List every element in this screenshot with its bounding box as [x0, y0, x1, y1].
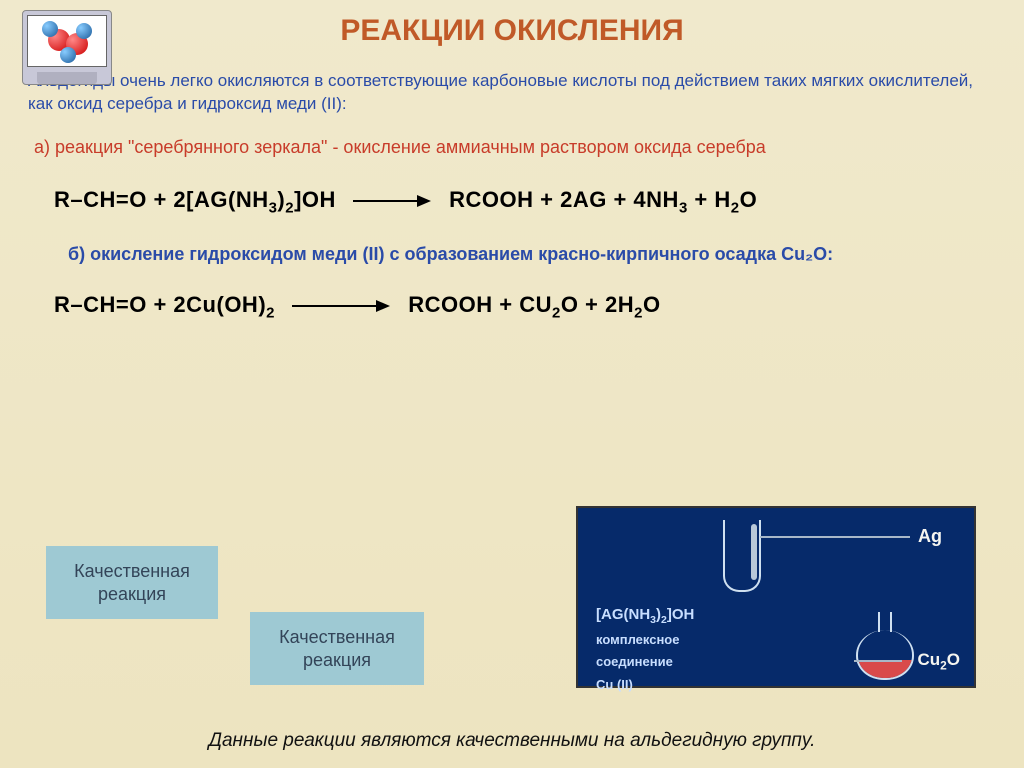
arrow-icon — [292, 301, 392, 311]
eq-b-r3: O + 2H — [561, 292, 634, 317]
eq-a-l4: 2 — [285, 200, 294, 217]
box2-text: Качественная реакция — [279, 627, 395, 670]
silver-mirror — [751, 524, 757, 580]
eq-a-r3: + H — [688, 187, 731, 212]
eq-b-l1: R–CH=O + 2Cu(OH) — [54, 292, 266, 317]
qualitative-box-2: Качественная реакция — [250, 612, 424, 685]
cl-1: [AG(NH — [596, 606, 650, 623]
eq-a-r1: RCOOH + 2AG + 4NH — [449, 187, 679, 212]
cu2o-label: Cu2O — [917, 650, 960, 672]
test-tube — [723, 520, 761, 592]
eq-b-l2: 2 — [266, 304, 275, 321]
qualitative-box-1: Качественная реакция — [46, 546, 218, 619]
intro-text: Альдегиды очень легко окисляются в соотв… — [28, 70, 1000, 116]
molecule-icon — [42, 21, 92, 61]
equation-a: R–CH=O + 2[AG(NH3)2]OH RCOOH + 2AG + 4NH… — [54, 187, 1000, 216]
cl-2b: соединение — [596, 654, 673, 669]
cl-1e: ]OH — [667, 606, 695, 623]
cu-3: O — [947, 650, 960, 669]
complex-label: [AG(NH3)2]OH комплексное соединение Cu (… — [596, 604, 694, 696]
footer-text: Данные реакции являются качественными на… — [0, 730, 1024, 752]
eq-b-r2: 2 — [552, 304, 561, 321]
ag-label: Ag — [918, 526, 942, 547]
reaction-diagram: Ag [AG(NH3)2]OH комплексное соединение C… — [576, 506, 976, 688]
slide-title: РЕАКЦИИ ОКИСЛЕНИЯ — [24, 8, 1000, 48]
cu-2: 2 — [940, 658, 947, 672]
section-b-heading: б) окисление гидроксидом меди (II) с обр… — [68, 243, 1000, 266]
equation-b: R–CH=O + 2Cu(OH)2 RCOOH + CU2O + 2H2O — [54, 292, 1000, 321]
cl-2a: комплексное — [596, 632, 679, 647]
cl-3a: Cu (II) — [596, 677, 633, 692]
eq-a-right: RCOOH + 2AG + 4NH3 + H2O — [449, 187, 757, 212]
arrow-icon — [353, 196, 433, 206]
eq-a-r5: O — [740, 187, 758, 212]
section-a-heading: а) реакция "серебрянного зеркала" - окис… — [34, 136, 1000, 159]
monitor-screen — [27, 15, 107, 67]
eq-b-r5: O — [643, 292, 661, 317]
slide: РЕАКЦИИ ОКИСЛЕНИЯ Альдегиды очень легко … — [0, 0, 1024, 768]
eq-a-r4: 2 — [731, 200, 740, 217]
cu-1: Cu — [917, 650, 940, 669]
eq-a-r2: 3 — [679, 200, 688, 217]
eq-b-r4: 2 — [634, 304, 643, 321]
eq-a-l1: R–CH=O + 2[AG(NH — [54, 187, 269, 212]
computer-icon — [22, 10, 112, 85]
box1-text: Качественная реакция — [74, 561, 190, 604]
flask-liquid — [858, 660, 912, 678]
cu2o-pointer — [854, 660, 902, 662]
ag-pointer — [760, 536, 910, 538]
eq-b-left: R–CH=O + 2Cu(OH)2 — [54, 292, 282, 317]
eq-b-r1: RCOOH + CU — [408, 292, 552, 317]
eq-b-right: RCOOH + CU2O + 2H2O — [408, 292, 660, 317]
eq-a-left: R–CH=O + 2[AG(NH3)2]OH — [54, 187, 343, 212]
eq-a-l5: ]OH — [294, 187, 336, 212]
